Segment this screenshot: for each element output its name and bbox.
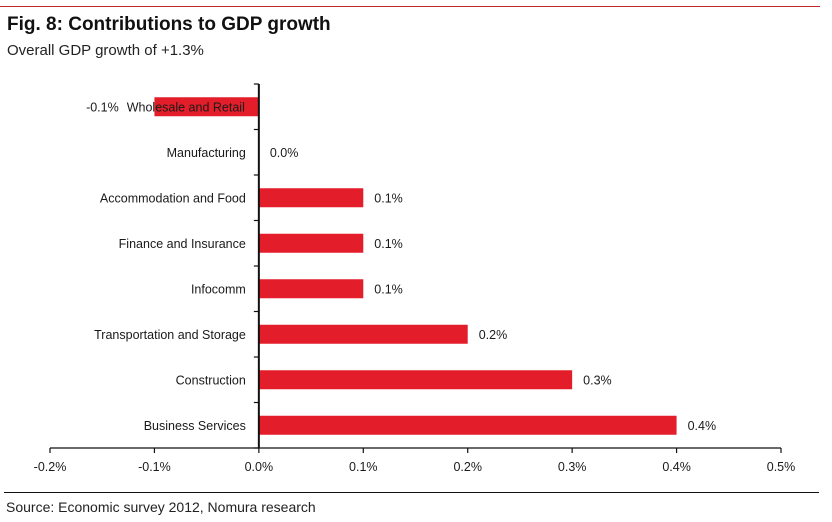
- category-label: Business Services: [144, 419, 246, 433]
- bar: [258, 415, 677, 435]
- data-label: 0.1%: [374, 191, 403, 205]
- x-tick-label: 0.3%: [558, 460, 587, 474]
- bar: [258, 233, 364, 253]
- data-label: 0.3%: [583, 373, 612, 387]
- data-label: 0.2%: [479, 328, 508, 342]
- data-label: 0.0%: [270, 146, 299, 160]
- category-label: Infocomm: [191, 282, 246, 296]
- category-label: Wholesale and Retail: [127, 100, 245, 114]
- axes-layer: [49, 83, 782, 453]
- x-tick-label: 0.0%: [245, 460, 274, 474]
- chart-subtitle: Overall GDP growth of +1.3%: [7, 42, 204, 59]
- x-tick-label: 0.2%: [453, 460, 482, 474]
- bar: [258, 370, 573, 390]
- labels-layer: Wholesale and Retail -0.1% Manufacturing 0.…: [34, 100, 796, 474]
- data-label: 0.1%: [374, 282, 403, 296]
- x-tick-label: 0.4%: [662, 460, 691, 474]
- category-label: Construction: [176, 373, 246, 387]
- bar: [258, 188, 364, 208]
- data-label: -0.1%: [86, 100, 119, 114]
- data-label: 0.1%: [374, 237, 403, 251]
- category-label: Transportation and Storage: [94, 328, 246, 342]
- x-tick-label: -0.2%: [34, 460, 67, 474]
- bar: [258, 279, 364, 299]
- category-label: Finance and Insurance: [119, 237, 246, 251]
- x-tick-label: 0.1%: [349, 460, 378, 474]
- category-label: Accommodation and Food: [100, 191, 246, 205]
- bottom-rule: [4, 492, 819, 493]
- bar: [258, 324, 468, 344]
- bars-layer: [154, 97, 677, 435]
- data-label: 0.4%: [688, 419, 717, 433]
- source-note: Source: Economic survey 2012, Nomura res…: [6, 499, 316, 515]
- bar: [154, 97, 259, 117]
- chart-title: Fig. 8: Contributions to GDP growth: [7, 14, 331, 35]
- x-tick-label: -0.1%: [138, 460, 171, 474]
- bar-chart: Wholesale and Retail -0.1% Manufacturing 0.…: [34, 83, 796, 474]
- category-label: Manufacturing: [167, 146, 246, 160]
- top-rule: [0, 6, 820, 7]
- x-tick-label: 0.5%: [767, 460, 796, 474]
